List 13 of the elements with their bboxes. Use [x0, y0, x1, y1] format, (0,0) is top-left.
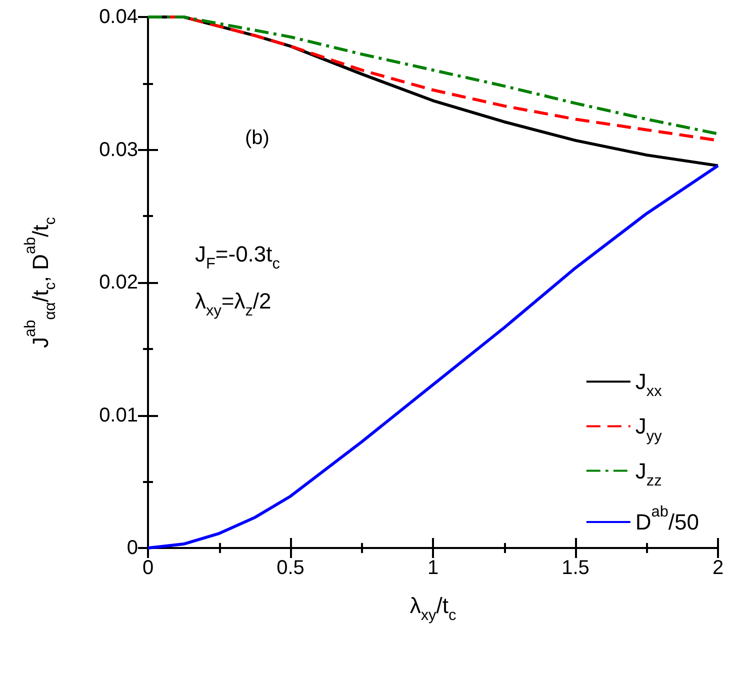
- line-series: [146, 164, 720, 550]
- x-tick-label: 1.5: [562, 557, 590, 579]
- y-tick-label: 0.04: [99, 6, 138, 28]
- x-tick-label: 2: [712, 557, 724, 579]
- x-tick-label: 0.5: [276, 557, 304, 579]
- y-tick-label: 0.03: [99, 138, 138, 161]
- x-tick-label: 1: [427, 557, 439, 579]
- y-tick-label: 0.02: [99, 272, 138, 294]
- y-tick-label: 0.01: [99, 404, 138, 426]
- x-tick-label: 0: [142, 557, 154, 579]
- y-tick-label: 0: [126, 537, 138, 559]
- annotation: (b): [245, 127, 270, 149]
- text: Jabαα/tc, Dab/tc: [22, 217, 59, 348]
